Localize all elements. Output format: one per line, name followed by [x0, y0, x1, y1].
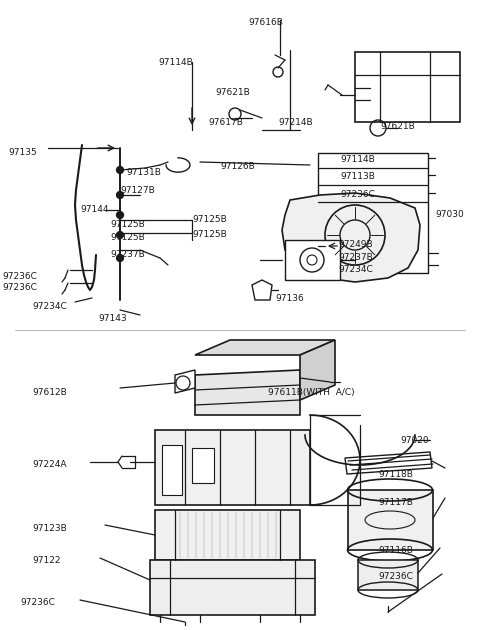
Bar	[162, 445, 182, 495]
Text: 97125B: 97125B	[192, 230, 227, 239]
Text: 97236C: 97236C	[2, 283, 37, 292]
Text: 97113B: 97113B	[340, 172, 375, 181]
Text: 97125B: 97125B	[110, 220, 145, 229]
Text: 97114B: 97114B	[340, 155, 375, 164]
Bar	[155, 430, 310, 505]
Circle shape	[117, 166, 123, 173]
Circle shape	[117, 231, 123, 239]
Text: 97127B: 97127B	[120, 186, 155, 195]
Text: 97621B: 97621B	[215, 88, 250, 97]
Text: 97617B: 97617B	[208, 118, 243, 127]
Text: 97143: 97143	[98, 314, 127, 323]
Text: 97123B: 97123B	[32, 524, 67, 533]
Text: 97611B(WITH  A/C): 97611B(WITH A/C)	[268, 388, 355, 397]
Polygon shape	[195, 340, 335, 355]
Text: 97135: 97135	[8, 148, 37, 157]
Bar	[285, 240, 340, 280]
Circle shape	[117, 192, 123, 198]
Bar	[150, 560, 315, 615]
Text: 97224A: 97224A	[32, 460, 67, 469]
Text: 97020: 97020	[400, 436, 429, 445]
Text: 97144: 97144	[80, 205, 108, 214]
Text: 97136: 97136	[275, 294, 304, 303]
Text: 97214B: 97214B	[278, 118, 312, 127]
Bar	[192, 448, 214, 483]
Text: 97125B: 97125B	[192, 215, 227, 224]
Text: 97236C: 97236C	[20, 598, 55, 607]
Text: 97621B: 97621B	[380, 122, 415, 131]
Polygon shape	[300, 340, 335, 400]
Text: 97030: 97030	[435, 210, 464, 219]
Text: 97122: 97122	[32, 556, 60, 565]
Bar	[355, 52, 460, 122]
Text: 97612B: 97612B	[32, 388, 67, 397]
Polygon shape	[175, 370, 195, 393]
Text: 97234C: 97234C	[338, 265, 373, 274]
Text: 97118B: 97118B	[378, 470, 413, 479]
Text: 97236C: 97236C	[378, 572, 413, 581]
Text: 97125B: 97125B	[110, 233, 145, 242]
Text: 97126B: 97126B	[220, 162, 255, 171]
Bar	[318, 153, 428, 273]
Text: 97236C: 97236C	[340, 190, 375, 199]
Polygon shape	[345, 452, 432, 474]
Text: 97236C: 97236C	[2, 272, 37, 281]
Text: 97237B: 97237B	[338, 253, 373, 262]
Text: 97234C: 97234C	[32, 302, 67, 311]
Text: 97237B: 97237B	[110, 250, 145, 259]
Text: 97114B: 97114B	[158, 58, 193, 67]
Polygon shape	[195, 370, 300, 415]
Text: 97117B: 97117B	[378, 498, 413, 507]
Text: 97131B: 97131B	[126, 168, 161, 177]
Bar	[155, 510, 300, 560]
Circle shape	[117, 212, 123, 219]
Text: 97616B: 97616B	[248, 18, 283, 27]
Circle shape	[117, 255, 123, 261]
Text: 97249B: 97249B	[338, 240, 372, 249]
Polygon shape	[252, 280, 272, 300]
Bar	[358, 560, 418, 590]
Polygon shape	[282, 193, 420, 282]
Text: 97116B: 97116B	[378, 546, 413, 555]
Bar	[348, 490, 433, 550]
